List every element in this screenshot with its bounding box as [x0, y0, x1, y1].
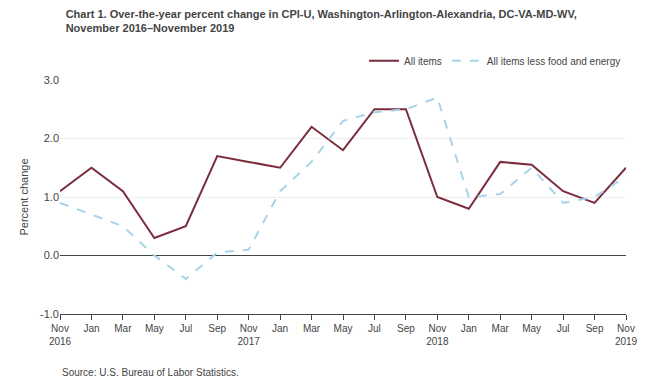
svg-text:Mar: Mar — [492, 323, 510, 334]
svg-text:Jan: Jan — [83, 323, 99, 334]
svg-text:Jul: Jul — [179, 323, 192, 334]
svg-text:All items less food and energy: All items less food and energy — [487, 56, 620, 67]
svg-text:May: May — [145, 323, 164, 334]
svg-text:3.0: 3.0 — [44, 74, 59, 86]
svg-text:Nov2017: Nov2017 — [238, 323, 261, 347]
svg-text:Nov2019: Nov2019 — [615, 323, 638, 347]
svg-text:Jan: Jan — [461, 323, 477, 334]
svg-text:Mar: Mar — [303, 323, 321, 334]
svg-text:Percent change: Percent change — [18, 158, 30, 235]
svg-text:Jul: Jul — [557, 323, 570, 334]
svg-text:All items: All items — [404, 56, 442, 67]
svg-text:Mar: Mar — [114, 323, 132, 334]
svg-text:Jul: Jul — [368, 323, 381, 334]
svg-text:Jan: Jan — [272, 323, 288, 334]
svg-text:Sep: Sep — [397, 323, 415, 334]
svg-text:Sep: Sep — [586, 323, 604, 334]
svg-text:May: May — [334, 323, 353, 334]
svg-text:-1.0: -1.0 — [40, 308, 59, 320]
svg-text:May: May — [522, 323, 541, 334]
svg-text:0.0: 0.0 — [44, 249, 59, 261]
svg-text:1.0: 1.0 — [44, 191, 59, 203]
svg-text:Nov2016: Nov2016 — [49, 323, 72, 347]
svg-text:Chart 1. Over-the-year percent: Chart 1. Over-the-year percent change in… — [66, 8, 577, 34]
svg-text:2.0: 2.0 — [44, 132, 59, 144]
svg-text:Sep: Sep — [208, 323, 226, 334]
svg-text:Source: U.S. Bureau of Labor S: Source: U.S. Bureau of Labor Statistics. — [62, 367, 239, 378]
svg-text:Nov2018: Nov2018 — [426, 323, 449, 347]
